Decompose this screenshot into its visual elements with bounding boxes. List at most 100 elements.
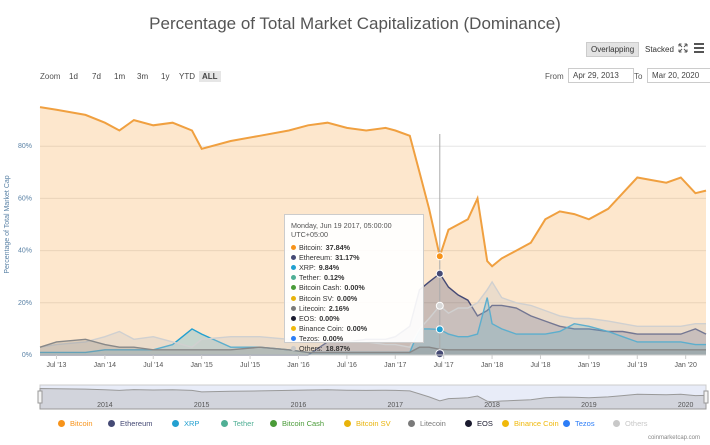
series-dot-icon xyxy=(291,295,296,301)
legend-label: XRP xyxy=(184,419,200,428)
from-date-input[interactable]: Apr 29, 2013 xyxy=(568,68,634,83)
to-date-input[interactable]: Mar 20, 2020 xyxy=(647,68,710,83)
tooltip-series-value: 0.00% xyxy=(344,283,365,293)
legend-label: Ethereum xyxy=(120,419,153,428)
chart-legend: Bitcoin Ethereum XRP Tether Bitcoin Cash Bitc… xyxy=(40,419,680,431)
tooltip-row: Tezos: 0.00% xyxy=(291,334,417,344)
legend-label: Litecoin xyxy=(420,419,446,428)
legend-label: Others xyxy=(625,419,648,428)
tooltip-series-name: Litecoin: xyxy=(299,303,326,313)
zoom-button-1y[interactable]: 1y xyxy=(161,72,170,81)
x-tick-label: Jan '19 xyxy=(578,362,600,369)
area-others xyxy=(40,281,706,355)
series-dot-icon xyxy=(291,336,296,342)
legend-item-bitcoin-sv[interactable]: Bitcoin SV xyxy=(344,419,391,428)
tooltip-series-name: Bitcoin: xyxy=(299,242,323,252)
tooltip-date: Monday, Jun 19 2017, 05:00:00 UTC+05:00 xyxy=(291,221,392,239)
chart-title: Percentage of Total Market Capitalizatio… xyxy=(149,14,561,33)
tooltip-series-value: 0.00% xyxy=(346,324,368,334)
fullscreen-icon[interactable] xyxy=(678,43,688,53)
legend-label: Bitcoin Cash xyxy=(282,419,325,428)
area-xrp xyxy=(40,297,706,355)
tooltip-series-value: 0.00% xyxy=(322,334,344,344)
hover-marker xyxy=(435,349,445,359)
series-dot-icon xyxy=(291,305,296,311)
legend-dot-icon xyxy=(563,420,570,427)
tooltip-series-value: 31.17% xyxy=(335,252,360,262)
y-tick-label: 0% xyxy=(22,352,32,359)
tooltip-series-name: Binance Coin: xyxy=(299,324,344,334)
series-dot-icon xyxy=(291,285,296,291)
y-tick-label: 60% xyxy=(18,195,32,202)
legend-item-others[interactable]: Others xyxy=(613,419,648,428)
stacked-button[interactable]: Stacked xyxy=(645,45,674,54)
tooltip-row: Bitcoin Cash: 0.00% xyxy=(291,283,417,293)
legend-label: EOS xyxy=(477,419,493,428)
y-tick-label: 20% xyxy=(18,300,32,307)
tooltip-row: Litecoin: 2.16% xyxy=(291,303,417,313)
series-line-bitcoin xyxy=(39,106,707,268)
legend-item-tether[interactable]: Tether xyxy=(221,419,254,428)
legend-item-binance-coin[interactable]: Binance Coin xyxy=(502,419,559,428)
legend-item-eos[interactable]: EOS xyxy=(465,419,493,428)
zoom-label: Zoom xyxy=(40,72,61,81)
credit-text: coinmarketcap.com xyxy=(647,435,700,441)
x-tick-label: Jul '17 xyxy=(434,362,454,369)
zoom-button-ytd[interactable]: YTD xyxy=(179,72,195,81)
zoom-button-all[interactable]: ALL xyxy=(199,71,221,82)
zoom-button-7d[interactable]: 7d xyxy=(92,72,101,81)
navigator-handle-right xyxy=(703,390,709,404)
series-dot-icon xyxy=(291,315,296,321)
legend-label: Bitcoin SV xyxy=(356,419,391,428)
legend-dot-icon xyxy=(408,420,415,427)
x-tick-label: Jan '20 xyxy=(674,362,696,369)
tooltip-series-name: EOS: xyxy=(299,313,317,323)
navigator-tick-label: 2017 xyxy=(387,402,403,409)
tooltip-series-name: Bitcoin Cash: xyxy=(299,283,342,293)
legend-label: Binance Coin xyxy=(514,419,559,428)
tooltip-series-name: Ethereum: xyxy=(299,252,333,262)
tooltip-row: EOS: 0.00% xyxy=(291,313,417,323)
navigator-tick-label: 2020 xyxy=(678,402,694,409)
tooltip-row: Ethereum: 31.17% xyxy=(291,252,417,262)
menu-icon[interactable] xyxy=(694,43,704,55)
tooltip-series-value: 18.87% xyxy=(325,344,350,354)
navigator-tick-label: 2016 xyxy=(291,402,307,409)
x-tick-label: Jul '18 xyxy=(530,362,550,369)
legend-item-ethereum[interactable]: Ethereum xyxy=(108,419,153,428)
x-tick-label: Jan '15 xyxy=(190,362,212,369)
legend-label: Tether xyxy=(233,419,254,428)
chart-tooltip: Monday, Jun 19 2017, 05:00:00 UTC+05:00 … xyxy=(284,214,424,353)
legend-item-bitcoin-cash[interactable]: Bitcoin Cash xyxy=(270,419,324,428)
series-dot-icon xyxy=(291,264,296,270)
legend-item-tezos[interactable]: Tezos xyxy=(563,419,595,428)
legend-item-bitcoin[interactable]: Bitcoin xyxy=(58,419,93,428)
navigator-series xyxy=(39,387,707,410)
tooltip-series-name: XRP: xyxy=(299,262,316,272)
legend-dot-icon xyxy=(344,420,351,427)
tooltip-row: Tether: 0.12% xyxy=(291,273,417,283)
series-dot-icon xyxy=(291,244,296,250)
x-tick-label: Jul '14 xyxy=(143,362,163,369)
navigator-tick-label: 2019 xyxy=(581,402,597,409)
legend-dot-icon xyxy=(502,420,509,427)
navigator-tick-label: 2015 xyxy=(194,402,210,409)
legend-item-litecoin[interactable]: Litecoin xyxy=(408,419,446,428)
zoom-button-1d[interactable]: 1d xyxy=(69,72,78,81)
tooltip-row: Binance Coin: 0.00% xyxy=(291,324,417,334)
legend-dot-icon xyxy=(172,420,179,427)
tooltip-series-value: 0.00% xyxy=(336,293,358,303)
legend-label: Tezos xyxy=(575,419,595,428)
zoom-button-1m[interactable]: 1m xyxy=(114,72,126,81)
x-tick-label: Jul '16 xyxy=(337,362,357,369)
series-line-xrp xyxy=(40,297,706,354)
series-dot-icon xyxy=(291,326,296,332)
hover-marker xyxy=(435,252,444,261)
y-tick-label: 40% xyxy=(18,248,32,255)
tooltip-series-value: 0.00% xyxy=(319,313,340,323)
zoom-button-3m[interactable]: 3m xyxy=(137,72,149,81)
overlapping-button[interactable]: Overlapping xyxy=(586,42,640,57)
legend-item-xrp[interactable]: XRP xyxy=(172,419,199,428)
series-dot-icon xyxy=(291,275,296,281)
hover-marker xyxy=(435,269,444,278)
